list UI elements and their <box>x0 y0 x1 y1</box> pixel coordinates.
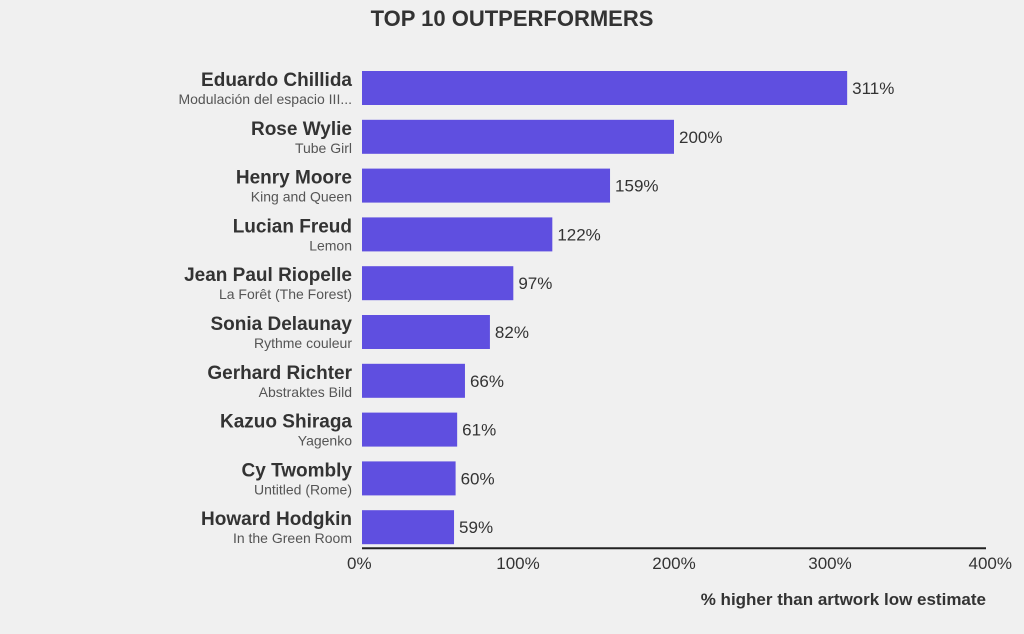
x-tick-label: 200% <box>652 554 695 573</box>
bar-value-label: 122% <box>557 225 600 244</box>
bar <box>362 412 458 447</box>
x-axis-label: % higher than artwork low estimate <box>700 590 986 609</box>
artist-label: Kazuo Shiraga <box>220 412 352 433</box>
bar-value-label: 66% <box>470 372 504 391</box>
x-tick-label: 400% <box>969 554 1012 573</box>
x-tick-label: 300% <box>808 554 851 573</box>
artwork-label: Lemon <box>309 237 352 253</box>
bar-value-label: 60% <box>461 469 495 488</box>
bar <box>362 168 611 203</box>
bar <box>362 315 490 349</box>
artist-label: Sonia Delaunay <box>211 314 353 335</box>
artwork-label: In the Green Room <box>233 530 352 546</box>
artwork-label: La Forêt (The Forest) <box>219 286 352 302</box>
artist-label: Rose Wylie <box>251 119 352 140</box>
artwork-label: Tube Girl <box>295 140 352 156</box>
x-axis-ticks: 0% 100% 200% 300% 400% <box>347 554 1012 573</box>
bar <box>362 363 465 398</box>
artwork-label: Modulación del espacio III... <box>178 91 352 107</box>
artist-label: Howard Hodgkin <box>201 509 352 530</box>
bar-value-label: 159% <box>615 177 658 196</box>
artwork-label: Abstraktes Bild <box>259 384 352 400</box>
bar-value-label: 82% <box>495 323 529 342</box>
bar-value-label: 200% <box>679 128 722 147</box>
x-tick-label: 100% <box>496 554 539 573</box>
bars-layer: 311% 200% 159% 122% 97% 82% 66% 61% 60% 59% <box>362 71 894 545</box>
artist-label: Gerhard Richter <box>207 363 352 384</box>
bar <box>362 71 848 105</box>
bar-value-label: 59% <box>459 518 493 537</box>
bar <box>362 461 456 496</box>
artist-label: Cy Twombly <box>242 460 353 481</box>
bar <box>362 217 553 252</box>
artist-label: Lucian Freud <box>233 216 352 237</box>
chart-title: TOP 10 OUTPERFORMERS <box>370 6 654 31</box>
artist-label: Henry Moore <box>236 168 352 189</box>
artist-label: Jean Paul Riopelle <box>184 265 352 286</box>
bar <box>362 119 674 154</box>
artwork-label: Untitled (Rome) <box>254 481 352 497</box>
artwork-label: Rythme couleur <box>254 335 352 351</box>
x-tick-label: 0% <box>347 554 372 573</box>
bar <box>362 266 514 301</box>
artist-label: Eduardo Chillida <box>201 70 352 91</box>
artwork-label: Yagenko <box>298 433 352 449</box>
bar-value-label: 311% <box>852 79 894 98</box>
bar-value-label: 61% <box>462 421 496 440</box>
bar <box>362 510 455 545</box>
artwork-label: King and Queen <box>251 189 352 205</box>
bar-value-label: 97% <box>518 274 552 293</box>
